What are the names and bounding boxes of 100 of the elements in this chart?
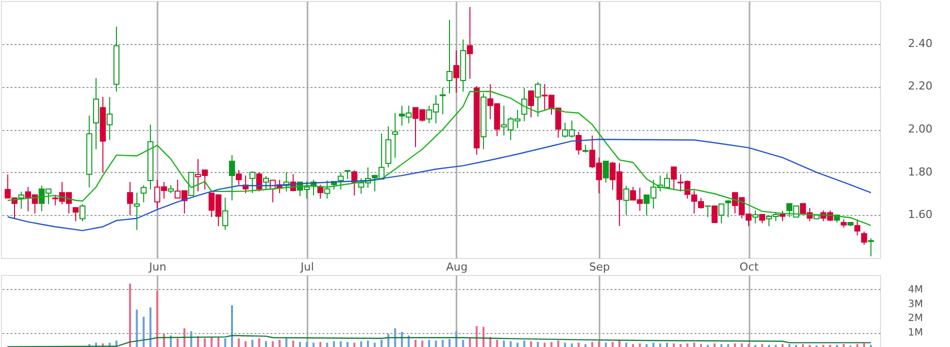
- bar: [210, 336, 213, 347]
- bar: [598, 341, 600, 347]
- bar: [863, 343, 866, 347]
- bar: [272, 341, 274, 347]
- y-tick-label: 2M: [908, 313, 923, 324]
- bar: [353, 342, 356, 347]
- candlestick: [93, 78, 100, 150]
- candlestick: [134, 192, 140, 230]
- candlestick: [222, 197, 228, 230]
- x-tick-label: Aug: [446, 260, 468, 274]
- bar: [156, 290, 158, 347]
- candlestick: [338, 172, 344, 190]
- bar: [374, 342, 376, 347]
- bar: [714, 343, 716, 347]
- bar: [659, 343, 662, 347]
- candlestick: [317, 184, 324, 200]
- bar: [421, 340, 424, 347]
- candlestick: [79, 204, 86, 222]
- bar: [632, 344, 634, 347]
- x-tick-label: Jun: [148, 260, 166, 274]
- bar: [578, 342, 580, 347]
- bar: [455, 331, 458, 347]
- candlestick: [18, 191, 24, 210]
- bar: [149, 307, 152, 347]
- bar: [394, 328, 396, 347]
- candlestick: [229, 154, 235, 201]
- bar: [550, 342, 552, 347]
- candlestick: [718, 204, 724, 224]
- candlestick: [256, 172, 262, 192]
- bar: [536, 342, 539, 347]
- bar: [326, 342, 328, 347]
- bar: [591, 342, 594, 347]
- bar: [625, 342, 628, 347]
- bar: [400, 332, 403, 347]
- bar: [727, 344, 730, 347]
- bar: [217, 336, 220, 347]
- bar: [170, 335, 172, 347]
- bar: [408, 335, 410, 347]
- bar: [238, 338, 240, 347]
- bar: [190, 331, 192, 347]
- bar: [530, 341, 532, 347]
- bar: [264, 341, 267, 347]
- bar: [666, 342, 668, 347]
- candlestick: [854, 218, 860, 236]
- candlestick: [446, 19, 453, 94]
- bar: [380, 340, 383, 347]
- bar: [244, 341, 247, 347]
- candlestick: [868, 238, 874, 257]
- bar: [258, 338, 260, 347]
- candlestick: [576, 131, 582, 156]
- bar: [740, 343, 743, 347]
- bar: [251, 340, 254, 347]
- line-series: [7, 90, 872, 226]
- x-tick-label: Sep: [589, 260, 610, 274]
- bar: [564, 342, 566, 347]
- bar: [570, 343, 573, 347]
- bar: [176, 338, 179, 347]
- bar: [387, 334, 390, 347]
- candlestick: [602, 160, 609, 184]
- bar: [557, 340, 560, 347]
- bar: [856, 344, 858, 347]
- y-tick-label: 2.40: [908, 36, 932, 50]
- candlestick: [392, 112, 398, 158]
- y-tick-label: 1.60: [908, 208, 932, 222]
- bar: [604, 342, 607, 347]
- candlestick: [623, 185, 630, 216]
- line-series: [7, 138, 872, 232]
- bar: [428, 340, 430, 347]
- candlestick: [385, 126, 392, 168]
- bar: [319, 342, 322, 347]
- bar: [842, 344, 845, 347]
- y-tick-label: 1M: [908, 328, 923, 339]
- bar: [462, 340, 464, 347]
- candlestick: [670, 166, 677, 190]
- bar: [748, 344, 750, 347]
- candlestick: [712, 205, 718, 223]
- bar: [340, 341, 342, 347]
- bar: [646, 344, 648, 347]
- bar: [652, 342, 654, 347]
- bar: [584, 344, 586, 347]
- candlestick: [236, 169, 242, 186]
- y-tick-label: 3M: [908, 298, 923, 310]
- bar: [510, 341, 512, 347]
- bar: [448, 339, 451, 347]
- bar: [502, 340, 505, 347]
- candlestick: [324, 180, 330, 200]
- bar: [442, 340, 444, 347]
- candlestick: [521, 87, 528, 122]
- bar: [292, 340, 294, 347]
- y-tick-label: 2.20: [908, 80, 932, 93]
- bar: [693, 342, 696, 347]
- candlestick: [127, 181, 134, 216]
- candlestick: [752, 210, 758, 224]
- bar: [612, 342, 614, 347]
- bar: [204, 338, 206, 347]
- bar: [366, 340, 369, 347]
- bar: [782, 344, 784, 347]
- candlestick: [534, 81, 541, 118]
- bar: [163, 334, 166, 347]
- y-tick-label: 4M: [908, 284, 923, 296]
